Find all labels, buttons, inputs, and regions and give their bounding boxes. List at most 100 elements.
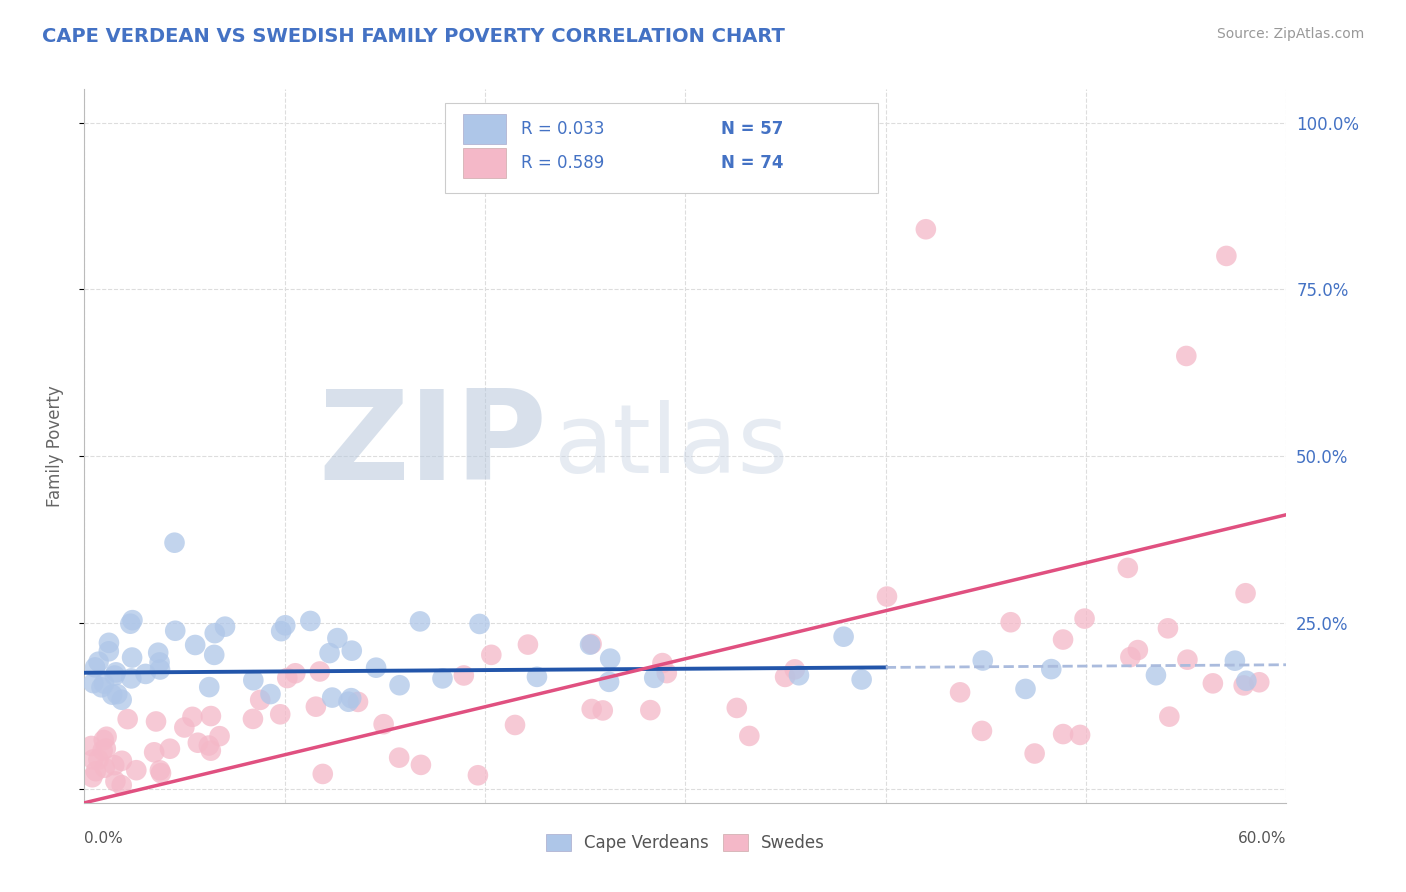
Point — [640, 703, 662, 717]
Point — [581, 637, 603, 651]
Point — [409, 615, 432, 629]
Point — [1052, 727, 1074, 741]
Point — [503, 718, 526, 732]
Point — [972, 653, 994, 667]
Point — [1073, 612, 1095, 626]
Point — [200, 709, 222, 723]
Point — [1234, 586, 1257, 600]
Point — [214, 620, 236, 634]
Point — [1144, 668, 1167, 682]
Point — [208, 729, 231, 743]
Point — [105, 687, 128, 701]
Point — [111, 778, 134, 792]
Point — [87, 655, 110, 669]
Point — [453, 668, 475, 682]
Point — [84, 660, 107, 674]
Point — [1157, 621, 1180, 635]
Point — [832, 630, 855, 644]
Point — [97, 636, 120, 650]
Point — [103, 758, 125, 772]
Point — [1233, 678, 1256, 692]
Point — [643, 671, 665, 685]
Point — [1116, 561, 1139, 575]
Point — [149, 764, 172, 778]
Point — [84, 764, 107, 779]
Point — [173, 721, 195, 735]
Point — [111, 754, 134, 768]
Point — [326, 631, 349, 645]
Point — [125, 763, 148, 777]
Point — [1052, 632, 1074, 647]
Point — [305, 699, 328, 714]
Point — [725, 701, 748, 715]
Text: N = 74: N = 74 — [721, 153, 785, 171]
Point — [340, 691, 363, 706]
FancyBboxPatch shape — [446, 103, 877, 193]
Point — [198, 739, 221, 753]
Point — [468, 616, 491, 631]
Text: 0.0%: 0.0% — [84, 831, 124, 847]
Point — [242, 712, 264, 726]
Point — [1000, 615, 1022, 630]
Point — [373, 717, 395, 731]
Point — [409, 757, 432, 772]
Point — [87, 753, 110, 767]
Point — [101, 688, 124, 702]
Point — [165, 624, 187, 638]
Point — [516, 638, 538, 652]
Point — [479, 648, 502, 662]
Point — [184, 638, 207, 652]
Point — [1215, 249, 1237, 263]
Point — [312, 767, 335, 781]
Text: ZIP: ZIP — [318, 385, 547, 507]
Point — [1069, 728, 1091, 742]
Point — [526, 670, 548, 684]
Point — [598, 674, 620, 689]
Point — [347, 695, 370, 709]
Point — [299, 614, 322, 628]
Point — [655, 666, 678, 681]
Point — [337, 695, 360, 709]
Point — [104, 668, 127, 682]
Point — [80, 739, 103, 753]
Point — [148, 646, 170, 660]
Point — [1177, 653, 1199, 667]
Point — [388, 678, 411, 692]
Point — [970, 723, 993, 738]
Point — [915, 222, 938, 236]
Point — [145, 714, 167, 729]
Point — [1024, 747, 1046, 761]
Point — [773, 670, 796, 684]
Point — [388, 750, 411, 764]
Point — [579, 638, 602, 652]
Text: R = 0.033: R = 0.033 — [520, 120, 605, 138]
Point — [949, 685, 972, 699]
Point — [159, 741, 181, 756]
Point — [200, 744, 222, 758]
Point — [1119, 650, 1142, 665]
Text: 60.0%: 60.0% — [1239, 831, 1286, 847]
Point — [738, 729, 761, 743]
Point — [787, 668, 810, 682]
Point — [104, 774, 127, 789]
Point — [163, 535, 186, 549]
Point — [592, 703, 614, 717]
Point — [276, 671, 298, 685]
Point — [249, 693, 271, 707]
Point — [204, 626, 226, 640]
Point — [149, 656, 172, 670]
Point — [90, 681, 112, 695]
Point — [105, 665, 128, 680]
Point — [94, 741, 117, 756]
Point — [432, 672, 454, 686]
Point — [259, 687, 281, 701]
Point — [1249, 675, 1271, 690]
Point — [1223, 654, 1246, 668]
Point — [111, 692, 134, 706]
Point — [284, 666, 307, 681]
Point — [851, 673, 873, 687]
Point — [97, 644, 120, 658]
Point — [121, 613, 143, 627]
Point — [318, 646, 340, 660]
Point — [581, 702, 603, 716]
